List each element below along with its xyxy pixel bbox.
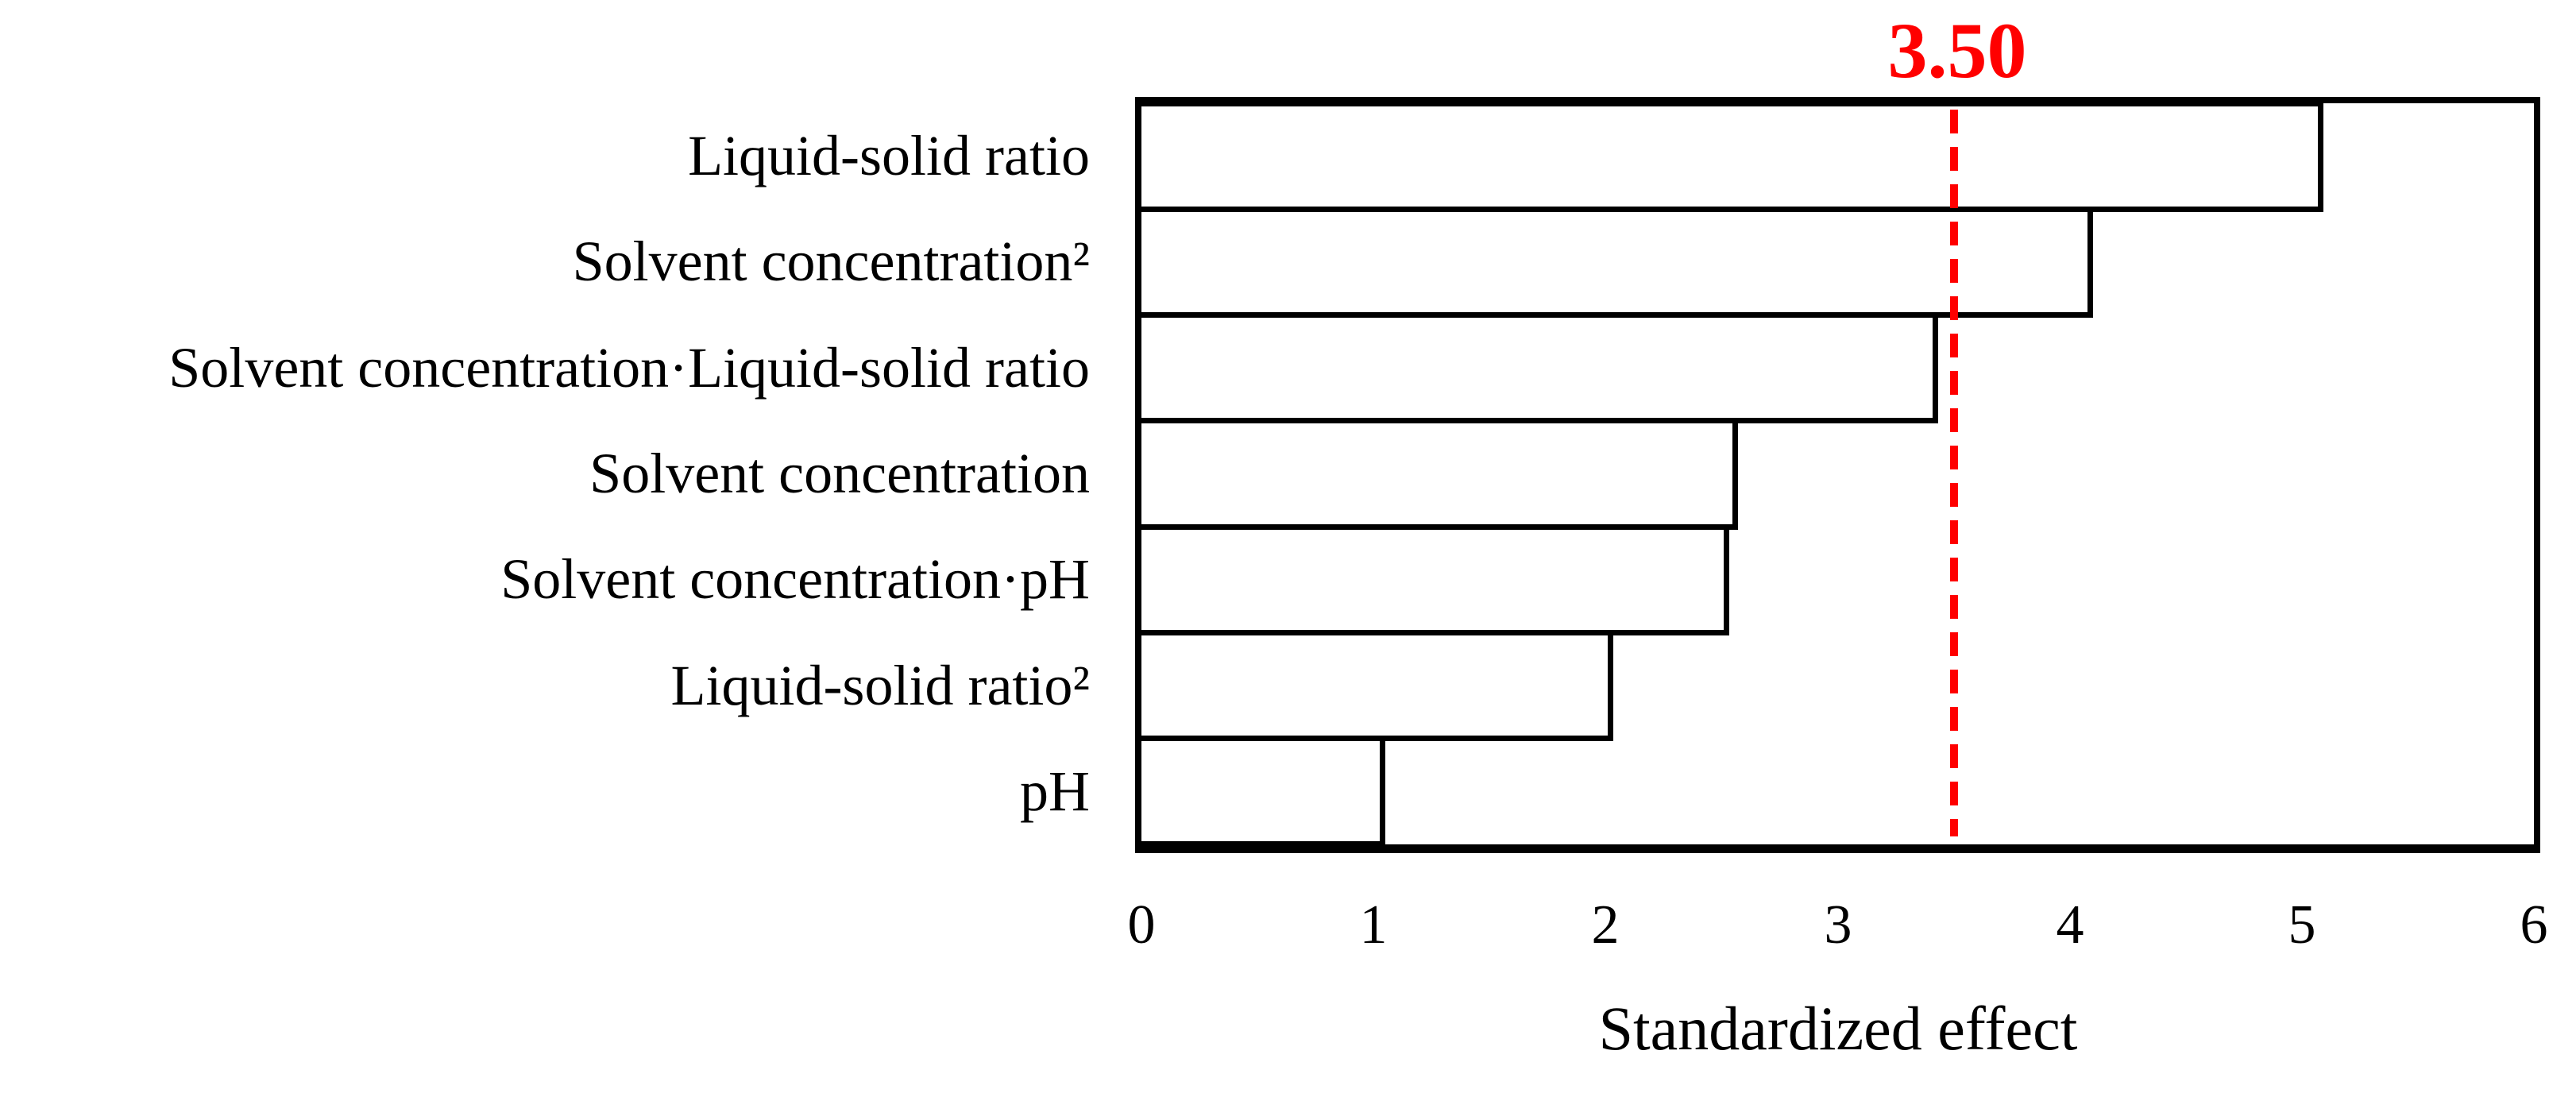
x-axis-title: Standardized effect [1598,994,2078,1063]
category-label-ph: pH [1020,759,1090,823]
category-label-liquid-solid-ratio: Liquid-solid ratio² [670,653,1090,717]
plot-area [1135,97,2540,853]
bar-solvent-concentration-ph [1141,523,1729,635]
bar-solvent-concentration-liquid-solid-ratio [1141,312,1938,424]
x-tick-0: 0 [1127,894,1156,956]
category-label-liquid-solid-ratio: Liquid-solid ratio [688,124,1090,188]
significance-threshold-label: 3.50 [1887,6,2027,95]
category-label-solvent-concentration-liquid-solid-ratio: Solvent concentration·Liquid-solid ratio [168,335,1090,400]
category-label-solvent-concentration-ph: Solvent concentration·pH [500,547,1090,612]
bar-group [1141,103,2534,844]
x-tick-4: 4 [2056,894,2084,956]
category-label-solvent-concentration: Solvent concentration [589,441,1090,505]
category-label-solvent-concentration: Solvent concentration² [572,230,1090,294]
significance-threshold-line [1950,110,1958,836]
bar-liquid-solid-ratio [1141,629,1613,742]
bar-solvent-concentration [1141,418,1738,530]
x-tick-3: 3 [1824,894,1852,956]
bar-liquid-solid-ratio [1141,103,2323,212]
x-tick-2: 2 [1591,894,1620,956]
x-tick-5: 5 [2288,894,2316,956]
bar-ph [1141,736,1385,844]
x-tick-1: 1 [1359,894,1388,956]
x-tick-6: 6 [2520,894,2548,956]
